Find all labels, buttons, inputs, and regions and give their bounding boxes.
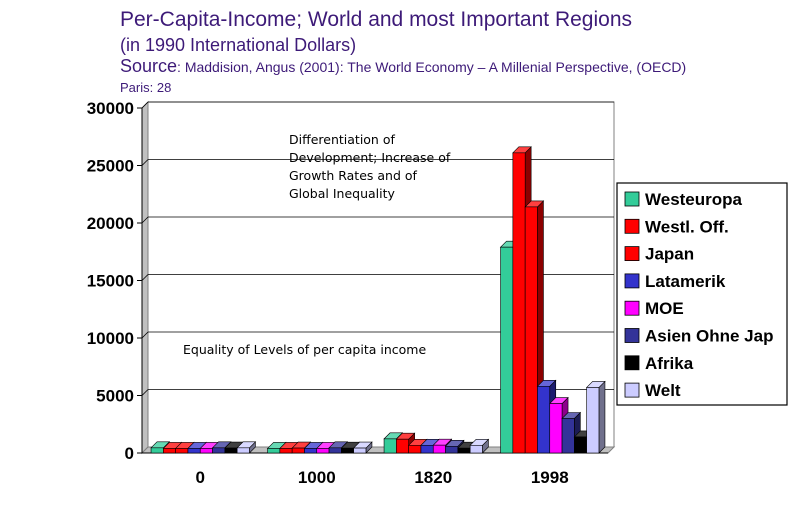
legend-swatch [624, 328, 640, 343]
legend-label: Latamerik [645, 272, 726, 291]
legend-swatch [624, 382, 640, 398]
bar-front [549, 403, 563, 454]
bar-front [279, 448, 293, 454]
chart-subtitle: (in 1990 International Dollars) [120, 35, 357, 55]
chart-title: Per-Capita-Income; World and most Import… [120, 8, 632, 31]
bar-front [224, 447, 238, 454]
annotation-equality: Equality of Levels of per capita income [183, 342, 426, 357]
bar-front [187, 448, 201, 454]
annotation-differentiation: Development; Increase of [289, 150, 451, 165]
bar-front [267, 448, 281, 454]
legend-swatch [624, 273, 640, 289]
y-tick-label: 10000 [87, 329, 134, 348]
legend-swatch [624, 191, 640, 207]
x-tick-label: 1000 [298, 468, 336, 487]
bar-front [469, 444, 483, 454]
legend-label: Welt [645, 381, 681, 400]
bar-front [574, 436, 587, 454]
legend-box [616, 182, 788, 406]
bar [352, 441, 373, 454]
bar-front [445, 446, 459, 454]
bar-front [561, 418, 575, 454]
legend-swatch [624, 355, 640, 371]
bar-front [175, 448, 189, 454]
bar [585, 380, 606, 454]
bar-side [598, 380, 606, 454]
y-tick-label: 25000 [87, 157, 134, 176]
bar-front [291, 447, 305, 454]
bar-front [500, 246, 514, 454]
gridline-diag [141, 101, 149, 109]
y-tick-label: 20000 [87, 214, 134, 233]
x-tick-label: 1820 [414, 468, 452, 487]
bar-front [304, 448, 318, 454]
source-text: : Maddision, Angus (2001): The World Eco… [177, 59, 687, 75]
bar [469, 438, 490, 454]
bar-front [199, 448, 213, 454]
bar-front [163, 448, 176, 454]
legend-label: Westeuropa [645, 190, 743, 209]
legend-label: Asien Ohne Jap [645, 327, 773, 346]
y-tick-label: 15000 [87, 272, 134, 291]
bar-front [432, 444, 446, 454]
legend-label: MOE [645, 299, 684, 318]
bar-front [537, 385, 551, 454]
x-tick-label: 0 [196, 468, 205, 487]
annotation-differentiation: Global Inequality [289, 186, 396, 201]
bar-front [328, 447, 342, 454]
y-tick-label: 30000 [87, 99, 134, 118]
source-label: Source [120, 56, 178, 76]
y-tick-label: 0 [125, 444, 134, 463]
bar-front [457, 447, 471, 454]
bar-front [236, 447, 250, 454]
gridline-diag [141, 159, 149, 166]
gridline-diag [141, 274, 149, 281]
legend-swatch [624, 246, 640, 262]
bar-front [353, 447, 367, 454]
y-tick-label: 5000 [96, 387, 134, 406]
bar [561, 411, 582, 454]
bar-front [420, 444, 434, 454]
gridline-diag [141, 389, 149, 396]
bar-front [512, 152, 526, 454]
bar-front [524, 206, 538, 454]
bar-front [212, 447, 226, 454]
bar-front [396, 438, 409, 454]
source-line-2: Paris: 28 [120, 80, 172, 95]
gridline-diag [141, 216, 149, 224]
legend-label: Afrika [645, 354, 694, 373]
bar-front [383, 438, 397, 454]
gridline-diag [141, 331, 149, 339]
x-tick-label: 1998 [531, 468, 569, 487]
legend-swatch [624, 218, 640, 234]
bar-front [586, 387, 600, 454]
legend-label: Japan [645, 245, 694, 264]
bar-front [408, 444, 422, 454]
bar-front [316, 448, 330, 454]
bar-front [150, 447, 164, 454]
bar [236, 441, 257, 454]
source-line: Source: Maddision, Angus (2001): The Wor… [120, 56, 686, 77]
annotation-differentiation: Growth Rates and of [289, 168, 418, 183]
bar-front [341, 447, 354, 454]
annotation-differentiation: Differentiation of [289, 132, 395, 147]
legend-swatch [624, 300, 640, 316]
legend-label: Westl. Off. [645, 217, 729, 236]
